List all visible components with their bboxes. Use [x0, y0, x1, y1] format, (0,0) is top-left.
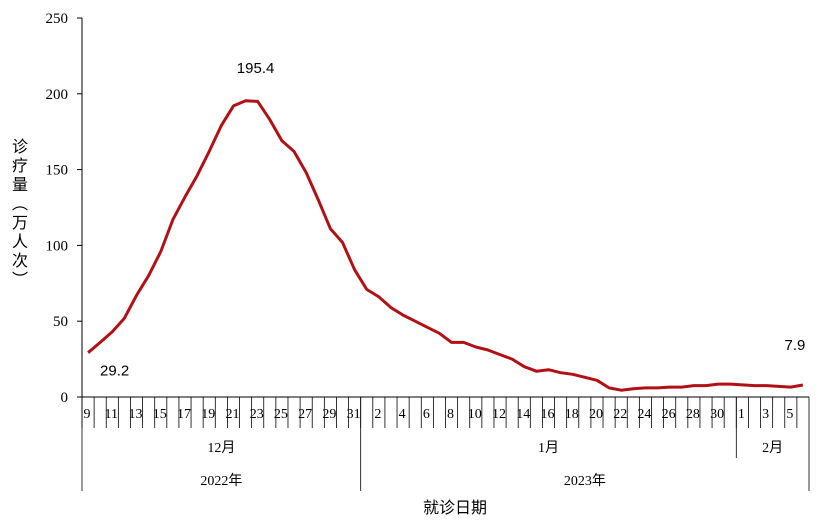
x-tick-label: 23 — [250, 407, 264, 422]
y-tick-label: 250 — [46, 11, 69, 27]
x-tick-label: 20 — [589, 407, 603, 422]
year-label: 2023年 — [564, 473, 606, 489]
x-tick-label: 8 — [447, 407, 454, 422]
y-axis-title-char: ︵ — [12, 194, 28, 213]
y-tick-label: 0 — [61, 390, 69, 406]
x-axis-title: 就诊日期 — [423, 498, 487, 517]
x-tick-label: 10 — [468, 407, 482, 422]
x-tick-label: 5 — [786, 407, 793, 422]
x-tick-label: 9 — [84, 407, 91, 422]
month-label: 1月 — [538, 440, 559, 456]
x-tick-label: 24 — [637, 407, 651, 422]
y-tick-label: 50 — [53, 314, 68, 330]
x-tick-label: 12 — [492, 407, 506, 422]
x-tick-label: 17 — [177, 407, 191, 422]
y-tick-label: 200 — [46, 87, 69, 103]
data-labels: 29.2 195.4 7.9 — [100, 60, 805, 380]
month-label: 2月 — [762, 440, 783, 456]
y-tick-label: 100 — [46, 238, 69, 254]
x-tick-label: 15 — [153, 407, 167, 422]
x-tick-label: 31 — [347, 407, 361, 422]
x-tick-label: 19 — [201, 407, 215, 422]
x-tick-label: 25 — [274, 407, 288, 422]
y-axis-title-char: 量 — [12, 175, 28, 194]
data-label: 7.9 — [785, 337, 806, 354]
x-tick-label: 11 — [105, 407, 118, 422]
data-label: 195.4 — [237, 60, 275, 77]
x-tick-label: 22 — [613, 407, 627, 422]
x-tick-label: 16 — [540, 407, 554, 422]
x-tick-label: 26 — [662, 407, 676, 422]
x-tick-label: 30 — [710, 407, 724, 422]
y-axis-title-char: ︶ — [12, 270, 28, 289]
y-axis-title-char: 人 — [12, 232, 28, 251]
y-axis-title: 诊疗量︵万人次︶ — [12, 137, 28, 289]
y-axis-title-char: 万 — [12, 213, 28, 232]
y-axis: 0 50 100 150 200 250 — [46, 11, 83, 406]
y-axis-title-char: 诊 — [12, 137, 28, 156]
series-line — [87, 99, 804, 392]
x-tick-label: 29 — [322, 407, 336, 422]
x-tick-label: 21 — [225, 407, 239, 422]
year-label: 2022年 — [200, 473, 242, 489]
x-tick-label: 14 — [516, 407, 530, 422]
y-tick-label: 150 — [46, 163, 69, 179]
month-label: 12月 — [207, 440, 235, 456]
x-tick-label: 4 — [399, 407, 406, 422]
x-tick-label: 2 — [374, 407, 381, 422]
data-label: 29.2 — [100, 363, 129, 380]
x-tick-label: 6 — [423, 407, 430, 422]
x-tick-label: 13 — [129, 407, 143, 422]
x-tick-label: 1 — [738, 407, 745, 422]
y-axis-title-char: 次 — [12, 251, 28, 270]
x-tick-label: 18 — [565, 407, 579, 422]
y-axis-title-char: 疗 — [12, 156, 28, 175]
x-tick-label: 27 — [298, 407, 312, 422]
x-tick-label: 3 — [762, 407, 769, 422]
x-tick-label: 28 — [686, 407, 700, 422]
